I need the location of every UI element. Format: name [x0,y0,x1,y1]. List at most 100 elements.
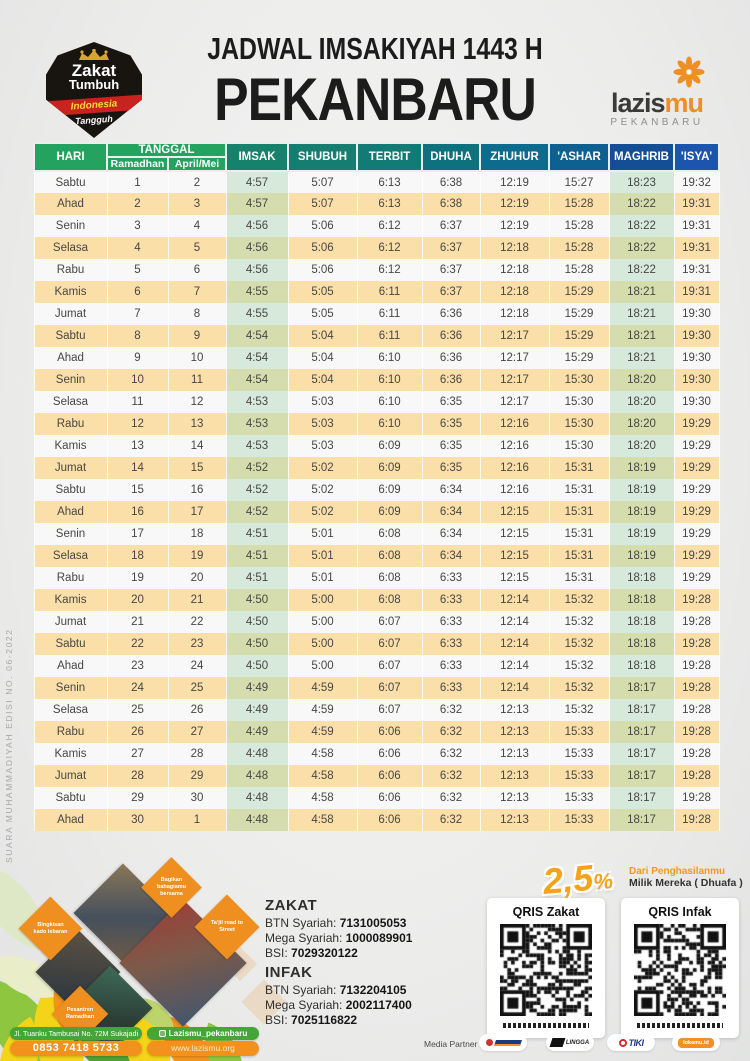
day-cell: Senin [33,677,108,699]
time-cell: 5:06 [287,215,358,237]
day-cell: Ahad [33,193,108,215]
day-cell: Jumat [33,457,108,479]
media-partner-logo-3: TIKI [607,1034,655,1051]
time-cell: 4:55 [225,303,289,325]
schedule-row: Sabtu 15 16 4:52 5:02 6:09 6:34 12:16 15:31 18:19… [33,479,720,501]
time-cell: 4:50 [225,655,289,677]
zakat-badge-line3: Tangguh [74,113,114,127]
day-cell: Sabtu [33,171,108,193]
date-cell: 16 [106,501,169,523]
time-cell: 6:12 [356,215,423,237]
time-cell: 15:31 [548,567,610,589]
time-cell: 18:19 [608,479,675,501]
time-cell: 15:33 [548,721,610,743]
day-cell: Selasa [33,391,108,413]
date-cell: 7 [167,281,227,303]
schedule-row: Sabtu 22 23 4:50 5:00 6:07 6:33 12:14 15:32 18:18… [33,633,720,655]
photo-collage: Bingkisan kado lebaran Bagikan bahagiamu… [10,857,260,1051]
day-cell: Kamis [33,281,108,303]
time-cell: 6:13 [356,193,423,215]
time-cell: 6:10 [356,391,423,413]
time-cell: 6:07 [356,677,423,699]
time-cell: 18:20 [608,369,675,391]
time-cell: 4:51 [225,523,289,545]
date-cell: 28 [106,765,169,787]
time-cell: 6:33 [421,567,481,589]
time-cell: 4:49 [225,677,289,699]
time-cell: 19:28 [673,787,720,809]
time-cell: 6:32 [421,743,481,765]
date-cell: 9 [167,325,227,347]
time-cell: 5:01 [287,545,358,567]
time-cell: 6:38 [421,171,481,193]
col-header-zhuhur: ZHUHUR [479,142,551,172]
time-cell: 4:48 [225,765,289,787]
infak-bsi-line: BSI: 7025116822 [265,1013,358,1027]
date-cell: 20 [106,589,169,611]
date-cell: 8 [106,325,169,347]
time-cell: 4:59 [287,699,358,721]
time-cell: 18:17 [608,765,675,787]
time-cell: 6:34 [421,523,481,545]
date-cell: 5 [106,259,169,281]
schedule-row: Ahad 9 10 4:54 5:04 6:10 6:36 12:17 15:29 18:21 19… [33,347,720,369]
time-cell: 18:19 [608,545,675,567]
lazismu-city: PEKANBARU [610,117,704,128]
time-cell: 5:06 [287,259,358,281]
date-cell: 30 [167,787,227,809]
col-header-april-mei: April/Mei [166,156,228,172]
time-cell: 19:31 [673,215,720,237]
time-cell: 12:17 [479,347,550,369]
infak-btn-line: BTN Syariah: 7132204105 [265,983,407,997]
time-cell: 18:17 [608,809,675,831]
instagram-icon [158,1030,166,1037]
date-cell: 27 [167,721,227,743]
schedule-row: Selasa 4 5 4:56 5:06 6:12 6:37 12:18 15:28 18:22 1… [33,237,720,259]
date-cell: 3 [167,193,227,215]
col-header-tanggal: TANGGAL [105,142,228,158]
schedule-row: Selasa 11 12 4:53 5:03 6:10 6:35 12:17 15:30 18:2… [33,391,720,413]
time-cell: 4:58 [287,765,358,787]
time-cell: 6:06 [356,765,423,787]
time-cell: 19:28 [673,765,720,787]
time-cell: 4:53 [225,435,289,457]
day-cell: Ahad [33,347,108,369]
time-cell: 4:58 [287,787,358,809]
time-cell: 15:32 [548,655,610,677]
time-cell: 4:48 [225,743,289,765]
time-cell: 19:28 [673,655,720,677]
date-cell: 4 [106,237,169,259]
date-cell: 22 [167,611,227,633]
time-cell: 12:18 [479,303,550,325]
time-cell: 6:32 [421,699,481,721]
time-cell: 4:58 [287,743,358,765]
schedule-row: Selasa 25 26 4:49 4:59 6:07 6:32 12:13 15:32 18:1… [33,699,720,721]
time-cell: 18:21 [608,303,675,325]
time-cell: 6:35 [421,413,481,435]
date-cell: 21 [167,589,227,611]
instagram-pill[interactable]: Lazismu_pekanbaru [147,1027,259,1040]
time-cell: 6:07 [356,655,423,677]
time-cell: 6:37 [421,259,481,281]
time-cell: 15:33 [548,765,610,787]
time-cell: 5:07 [287,171,358,193]
time-cell: 4:54 [225,347,289,369]
time-cell: 6:36 [421,303,481,325]
time-cell: 15:31 [548,501,610,523]
schedule-row: Senin 17 18 4:51 5:01 6:08 6:34 12:15 15:31 18:19… [33,523,720,545]
time-cell: 6:08 [356,523,423,545]
date-cell: 23 [106,655,169,677]
media-partner-logo-2: LINGGA [546,1034,594,1051]
website-pill[interactable]: www.lazismu.org [147,1041,259,1056]
time-cell: 4:57 [225,171,289,193]
time-cell: 19:28 [673,677,720,699]
time-cell: 19:31 [673,259,720,281]
time-cell: 18:21 [608,281,675,303]
time-cell: 18:18 [608,655,675,677]
time-cell: 12:16 [479,457,550,479]
date-cell: 19 [167,545,227,567]
day-cell: Sabtu [33,633,108,655]
time-cell: 18:21 [608,325,675,347]
infak-accounts: INFAK BTN Syariah: 7132204105 Mega Syari… [265,964,475,1028]
date-cell: 13 [106,435,169,457]
